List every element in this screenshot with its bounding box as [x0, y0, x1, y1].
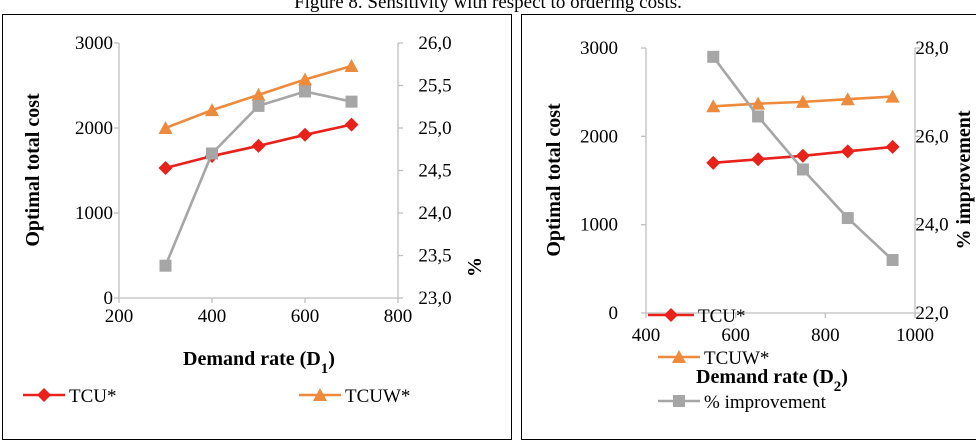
data-point-marker	[251, 87, 266, 101]
data-point-marker	[252, 99, 265, 112]
y-axis-title: Optimal total cost	[543, 103, 565, 257]
legend-label: TCU*	[698, 306, 746, 327]
y2-tick-label: 25,5	[418, 76, 451, 97]
legend-marker	[37, 388, 51, 402]
data-point-marker	[299, 85, 311, 98]
legend-marker	[664, 308, 678, 322]
x-tick-label: 800	[811, 325, 840, 346]
figure-caption: Figure 8. Sensitivity with respect to or…	[294, 0, 682, 13]
data-point-marker	[707, 50, 720, 63]
y2-tick-label: 24,5	[418, 161, 451, 182]
data-point-marker	[706, 99, 721, 113]
y2-tick-label: 22,0	[915, 303, 948, 324]
series-1	[158, 58, 359, 134]
x-tick-label: 200	[105, 306, 134, 327]
x-axis-title-subscript: 1	[321, 361, 329, 377]
y-tick-label: 0	[609, 303, 619, 324]
y-tick-label: 0	[104, 288, 114, 309]
data-point-marker	[795, 148, 810, 163]
series-2	[159, 85, 358, 272]
x-axis-title-main: Demand rate (D	[183, 348, 321, 370]
chart-1: 200 400 600 800 0 1000 2000 3000 23,0 23,5 24,0 24,…	[22, 33, 486, 407]
legend-marker	[673, 395, 685, 407]
y2-tick-label: 26,0	[915, 126, 948, 147]
y-axis-title: Optimal total cost	[22, 93, 44, 247]
x-tick-label: 800	[384, 306, 413, 327]
data-point-marker	[158, 121, 173, 134]
legend-label: % improvement	[704, 392, 827, 413]
data-point-marker	[795, 94, 810, 108]
y2-tick-label: 23,0	[418, 288, 451, 309]
data-point-marker	[840, 92, 855, 106]
y-tick-label: 3000	[580, 38, 618, 59]
data-point-marker	[158, 160, 173, 175]
legend-label: TCUW*	[345, 386, 410, 407]
data-point-marker	[885, 89, 900, 103]
data-point-marker	[751, 152, 766, 167]
y2-axis-title: % improvement	[953, 110, 975, 249]
x-axis-title: Demand rate (D2)	[696, 366, 848, 395]
chart-panel-1: 200 400 600 800 0 1000 2000 3000 23,0 23,5 24,0 24,…	[2, 14, 512, 440]
series-0	[158, 117, 359, 175]
data-point-marker	[345, 95, 358, 108]
legend-entry: TCU*	[23, 386, 117, 407]
y2-tick-label: 24,0	[915, 215, 948, 236]
legend-entry: % improvement	[658, 392, 827, 413]
data-point-marker	[796, 163, 809, 176]
data-point-marker	[298, 72, 312, 86]
y2-tick-label: 25,0	[418, 118, 451, 139]
data-point-marker	[706, 155, 721, 170]
y-tick-label: 2000	[580, 126, 618, 147]
x-axis-title-main: Demand rate (D	[696, 366, 834, 388]
legend-marker	[672, 350, 686, 363]
data-point-marker	[205, 103, 219, 117]
data-point-marker	[885, 139, 900, 154]
x-tick-label: 600	[721, 325, 750, 346]
legend-marker	[313, 388, 327, 401]
y2-tick-label: 24,0	[418, 203, 451, 224]
data-point-marker	[841, 212, 854, 225]
data-point-marker	[159, 259, 172, 272]
y-tick-label: 1000	[580, 215, 618, 236]
series-2	[707, 50, 899, 266]
data-point-marker	[751, 96, 766, 110]
chart-panel-2: 400 600 800 1000 0 1000 2000 3000 22,0 24,0 26,0 28…	[521, 14, 976, 440]
data-point-marker	[298, 127, 312, 142]
data-point-marker	[251, 138, 266, 153]
data-point-marker	[752, 110, 765, 123]
x-axis-title: Demand rate (D1)	[183, 348, 335, 377]
data-point-marker	[206, 147, 218, 160]
series-1	[706, 89, 900, 113]
y2-tick-label: 23,5	[418, 246, 451, 267]
y-tick-label: 3000	[75, 33, 113, 54]
x-tick-label: 400	[198, 306, 227, 327]
y2-tick-label: 28,0	[915, 38, 948, 59]
data-point-marker	[886, 254, 899, 266]
x-tick-label: 400	[632, 325, 661, 346]
legend-label: TCUW*	[704, 348, 769, 369]
legend-label: TCU*	[69, 386, 117, 407]
legend-entry: TCUW*	[299, 386, 410, 407]
legend-entry: TCU*	[648, 306, 746, 327]
x-tick-label: 1000	[896, 325, 934, 346]
series-0	[706, 139, 900, 170]
chart-2: 400 600 800 1000 0 1000 2000 3000 22,0 24,0 26,0 28…	[543, 38, 975, 413]
x-axis-title-end: )	[328, 348, 335, 370]
y2-axis-title: %	[464, 257, 486, 277]
data-point-marker	[344, 117, 359, 132]
y-tick-label: 2000	[75, 118, 113, 139]
data-point-marker	[344, 58, 359, 72]
data-point-marker	[840, 144, 855, 159]
x-tick-label: 600	[291, 306, 320, 327]
y-tick-label: 1000	[75, 203, 113, 224]
x-axis-title-subscript: 2	[834, 379, 842, 395]
x-axis-title-end: )	[841, 366, 848, 388]
legend-entry: TCUW*	[658, 348, 769, 369]
y2-tick-label: 26,0	[418, 33, 451, 54]
